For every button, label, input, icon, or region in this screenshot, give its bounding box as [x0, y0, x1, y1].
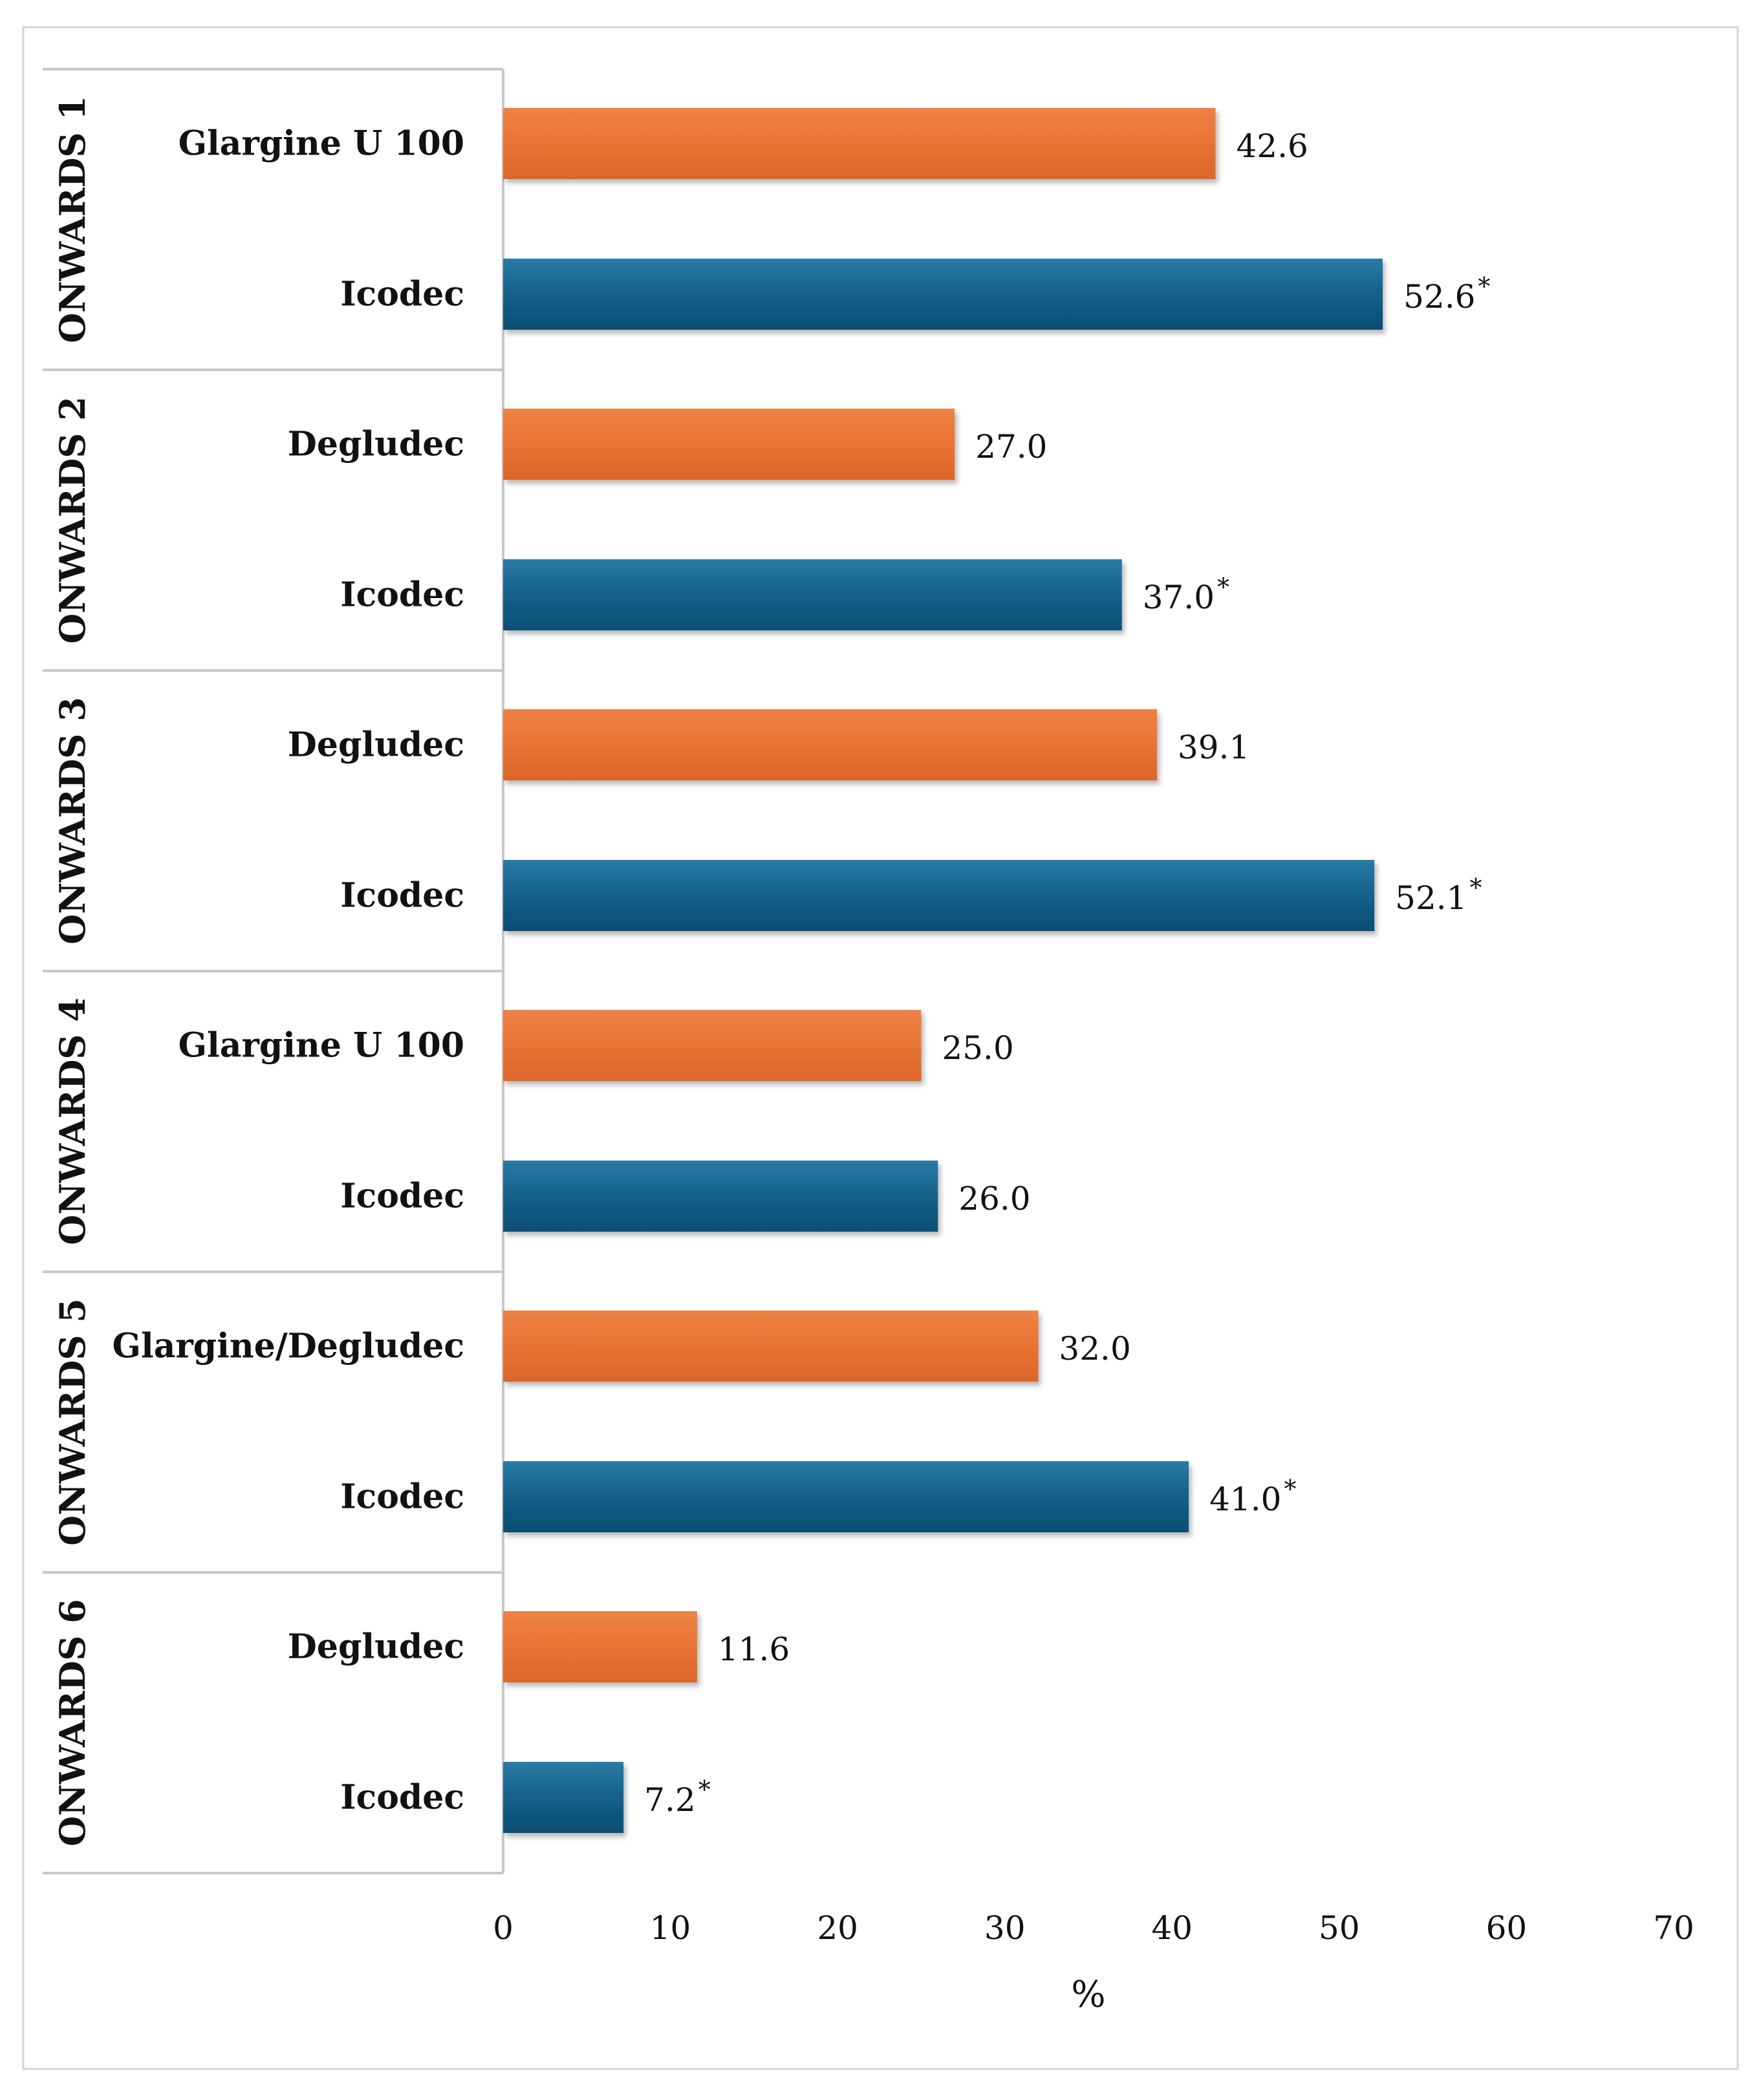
x-tick-label: 30 — [984, 1909, 1026, 1947]
value-label: 7.2 — [644, 1781, 696, 1819]
value-label: 52.1 — [1395, 879, 1467, 917]
value-label: 26.0 — [958, 1180, 1030, 1217]
group-label: ONWARDS 6 — [52, 1599, 93, 1847]
category-label: Icodec — [340, 575, 464, 615]
bar-icodec — [503, 559, 1122, 630]
x-tick-label: 0 — [493, 1909, 513, 1947]
category-label: Icodec — [340, 275, 464, 314]
bar-icodec — [503, 860, 1375, 931]
category-label: Glargine/Degludec — [113, 1327, 464, 1366]
x-tick-label: 60 — [1486, 1909, 1528, 1947]
bar-comparator — [503, 1010, 922, 1081]
bar-icodec — [503, 1762, 624, 1833]
value-label: 27.0 — [975, 428, 1047, 466]
category-table: ONWARDS 1 Glargine U 100 Icodec ONWARDS 2 De… — [43, 68, 504, 1874]
x-axis: 0 10 20 30 40 50 60 70% — [493, 1909, 1694, 2016]
bar-comparator — [503, 1311, 1039, 1382]
category-label: Icodec — [340, 1778, 464, 1817]
bar-series: 42.652.6 *27.037.0 *39.152.1 *25.026.032.04… — [503, 108, 1490, 1833]
x-tick-label: 70 — [1653, 1909, 1694, 1947]
bar-comparator — [503, 409, 955, 480]
significance-marker: * — [1478, 272, 1490, 301]
value-label: 37.0 — [1143, 579, 1215, 616]
value-label: 32.0 — [1059, 1330, 1130, 1367]
bar-icodec — [503, 1461, 1189, 1532]
category-label: Glargine U 100 — [178, 124, 464, 164]
category-label: Degludec — [288, 1627, 464, 1667]
bar-comparator — [503, 709, 1158, 780]
category-label: Icodec — [340, 1177, 464, 1216]
significance-marker: * — [1217, 573, 1229, 601]
category-label: Degludec — [288, 725, 464, 765]
bar-icodec — [503, 259, 1383, 330]
x-tick-label: 40 — [1151, 1909, 1193, 1947]
group-label: ONWARDS 2 — [52, 396, 93, 644]
significance-marker: * — [1469, 873, 1482, 902]
value-label: 25.0 — [942, 1029, 1013, 1067]
bar-comparator — [503, 108, 1216, 179]
x-tick-label: 20 — [817, 1909, 858, 1947]
category-label: Degludec — [288, 425, 464, 464]
x-tick-label: 50 — [1319, 1909, 1360, 1947]
group-label: ONWARDS 4 — [52, 998, 93, 1245]
x-axis-title: % — [1071, 1974, 1105, 2016]
value-label: 41.0 — [1209, 1481, 1281, 1518]
bar-icodec — [503, 1161, 938, 1232]
x-tick-label: 10 — [650, 1909, 691, 1947]
category-label: Glargine U 100 — [178, 1026, 464, 1066]
bar-comparator — [503, 1611, 697, 1682]
value-label: 42.6 — [1237, 127, 1308, 165]
category-label: Icodec — [340, 1477, 464, 1517]
significance-marker: * — [698, 1775, 711, 1804]
significance-marker: * — [1284, 1475, 1296, 1503]
group-label: ONWARDS 3 — [52, 697, 93, 945]
group-label: ONWARDS 5 — [52, 1298, 93, 1546]
category-label: Icodec — [340, 876, 464, 916]
value-label: 11.6 — [718, 1631, 790, 1668]
value-label: 39.1 — [1178, 729, 1249, 766]
value-label: 52.6 — [1403, 278, 1475, 316]
group-label: ONWARDS 1 — [52, 96, 93, 343]
